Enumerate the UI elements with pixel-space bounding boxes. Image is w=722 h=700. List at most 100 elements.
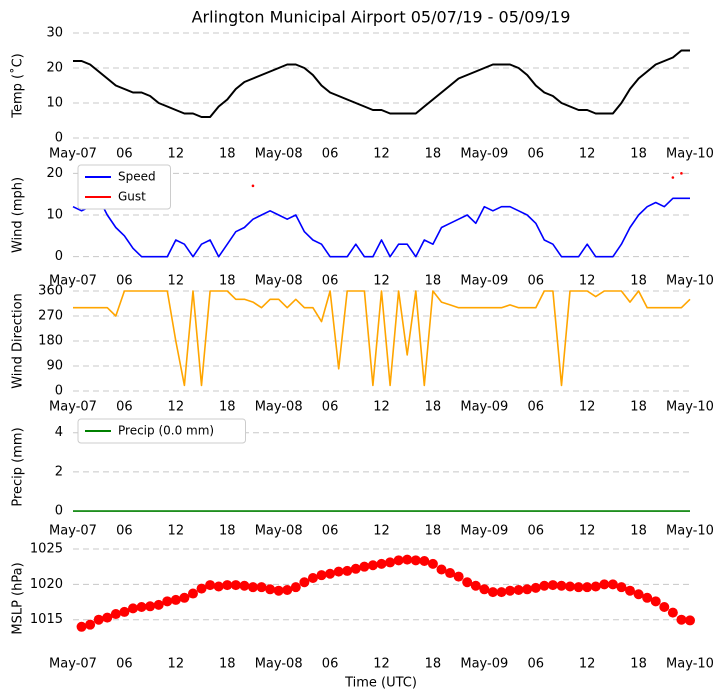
chart-title: Arlington Municipal Airport 05/07/19 - 0… bbox=[192, 8, 571, 27]
x-tick-label: 12 bbox=[373, 657, 390, 672]
point bbox=[102, 612, 113, 623]
point bbox=[427, 558, 438, 569]
x-tick-label: May-09 bbox=[460, 400, 508, 415]
x-tick-label: 18 bbox=[219, 400, 236, 415]
point bbox=[342, 565, 353, 576]
x-tick-label: 06 bbox=[322, 147, 339, 162]
x-tick-label: May-08 bbox=[255, 524, 303, 539]
point bbox=[170, 594, 181, 605]
point bbox=[299, 577, 310, 588]
point bbox=[93, 614, 104, 625]
gust-point bbox=[251, 184, 255, 188]
y-tick-label: 360 bbox=[38, 284, 63, 299]
x-tick-label: 06 bbox=[322, 400, 339, 415]
point bbox=[496, 587, 507, 598]
x-tick-label: 12 bbox=[168, 524, 185, 539]
point bbox=[350, 563, 361, 574]
point bbox=[419, 556, 430, 567]
x-tick-label: 06 bbox=[527, 274, 544, 289]
x-tick-label: 06 bbox=[116, 147, 133, 162]
x-tick-label: May-08 bbox=[255, 274, 303, 289]
y-axis-label: Wind Direction bbox=[11, 293, 26, 389]
x-tick-label: 18 bbox=[425, 400, 442, 415]
x-tick-label: May-09 bbox=[460, 274, 508, 289]
x-tick-label: 18 bbox=[425, 147, 442, 162]
point bbox=[325, 568, 336, 579]
x-tick-label: 06 bbox=[116, 524, 133, 539]
x-tick-label: 06 bbox=[116, 657, 133, 672]
point bbox=[410, 555, 421, 566]
y-tick-label: 30 bbox=[46, 26, 63, 41]
point bbox=[367, 560, 378, 571]
x-tick-label: 12 bbox=[168, 400, 185, 415]
legend-box bbox=[77, 418, 246, 444]
point bbox=[642, 592, 653, 603]
y-tick-label: 2 bbox=[55, 464, 63, 479]
x-tick-label: 06 bbox=[527, 147, 544, 162]
x-tick-label: 18 bbox=[219, 524, 236, 539]
point bbox=[582, 582, 593, 593]
y-tick-label: 20 bbox=[46, 166, 63, 181]
x-tick-label: May-10 bbox=[666, 400, 714, 415]
x-tick-label: 18 bbox=[630, 400, 647, 415]
point bbox=[599, 579, 610, 590]
y-tick-label: 270 bbox=[38, 309, 63, 324]
point bbox=[153, 599, 164, 610]
point bbox=[487, 587, 498, 598]
point bbox=[290, 582, 301, 593]
point bbox=[436, 564, 447, 575]
x-tick-label: 12 bbox=[579, 274, 596, 289]
x-tick-label: May-10 bbox=[666, 274, 714, 289]
point bbox=[513, 585, 524, 596]
x-tick-label: 06 bbox=[322, 657, 339, 672]
point bbox=[359, 561, 370, 572]
point bbox=[162, 596, 173, 607]
point bbox=[667, 607, 678, 618]
y-tick-label: 180 bbox=[38, 334, 63, 349]
gust-point bbox=[671, 176, 675, 179]
point bbox=[633, 589, 644, 600]
point bbox=[685, 615, 695, 626]
x-tick-label: 12 bbox=[373, 147, 390, 162]
x-tick-label: 06 bbox=[527, 400, 544, 415]
point bbox=[119, 606, 130, 617]
x-tick-label: 12 bbox=[579, 524, 596, 539]
point bbox=[659, 601, 670, 612]
y-tick-label: 20 bbox=[46, 61, 63, 76]
point bbox=[462, 577, 473, 588]
point bbox=[539, 580, 550, 591]
point bbox=[213, 581, 224, 592]
point bbox=[316, 570, 327, 581]
point bbox=[333, 566, 344, 577]
x-tick-label: 18 bbox=[425, 524, 442, 539]
x-tick-label: 18 bbox=[630, 147, 647, 162]
x-tick-label: 12 bbox=[168, 274, 185, 289]
legend-label: Gust bbox=[118, 190, 146, 204]
x-tick-label: May-10 bbox=[666, 657, 714, 672]
series-line bbox=[73, 49, 690, 118]
point bbox=[625, 585, 636, 596]
point bbox=[196, 583, 207, 594]
x-tick-label: 12 bbox=[579, 657, 596, 672]
point bbox=[616, 582, 627, 593]
point bbox=[530, 582, 541, 593]
x-tick-label: 18 bbox=[425, 657, 442, 672]
point bbox=[110, 609, 121, 620]
point bbox=[76, 621, 87, 632]
y-axis-label: Precip (mm) bbox=[11, 427, 26, 506]
point bbox=[565, 581, 576, 592]
x-tick-label: 12 bbox=[579, 400, 596, 415]
x-tick-label: May-07 bbox=[49, 400, 97, 415]
y-tick-label: 90 bbox=[46, 359, 63, 374]
y-axis-label: Wind (mph) bbox=[11, 177, 26, 253]
x-tick-label: May-07 bbox=[49, 657, 97, 672]
x-tick-label: May-07 bbox=[49, 147, 97, 162]
point bbox=[136, 601, 147, 612]
series-line bbox=[73, 290, 691, 387]
x-tick-label: 18 bbox=[630, 274, 647, 289]
x-tick-label: 18 bbox=[219, 657, 236, 672]
point bbox=[676, 614, 687, 625]
x-tick-label: 06 bbox=[527, 657, 544, 672]
legend-label: Precip (0.0 mm) bbox=[118, 424, 214, 438]
y-axis-label: MSLP (hPa) bbox=[11, 562, 26, 634]
